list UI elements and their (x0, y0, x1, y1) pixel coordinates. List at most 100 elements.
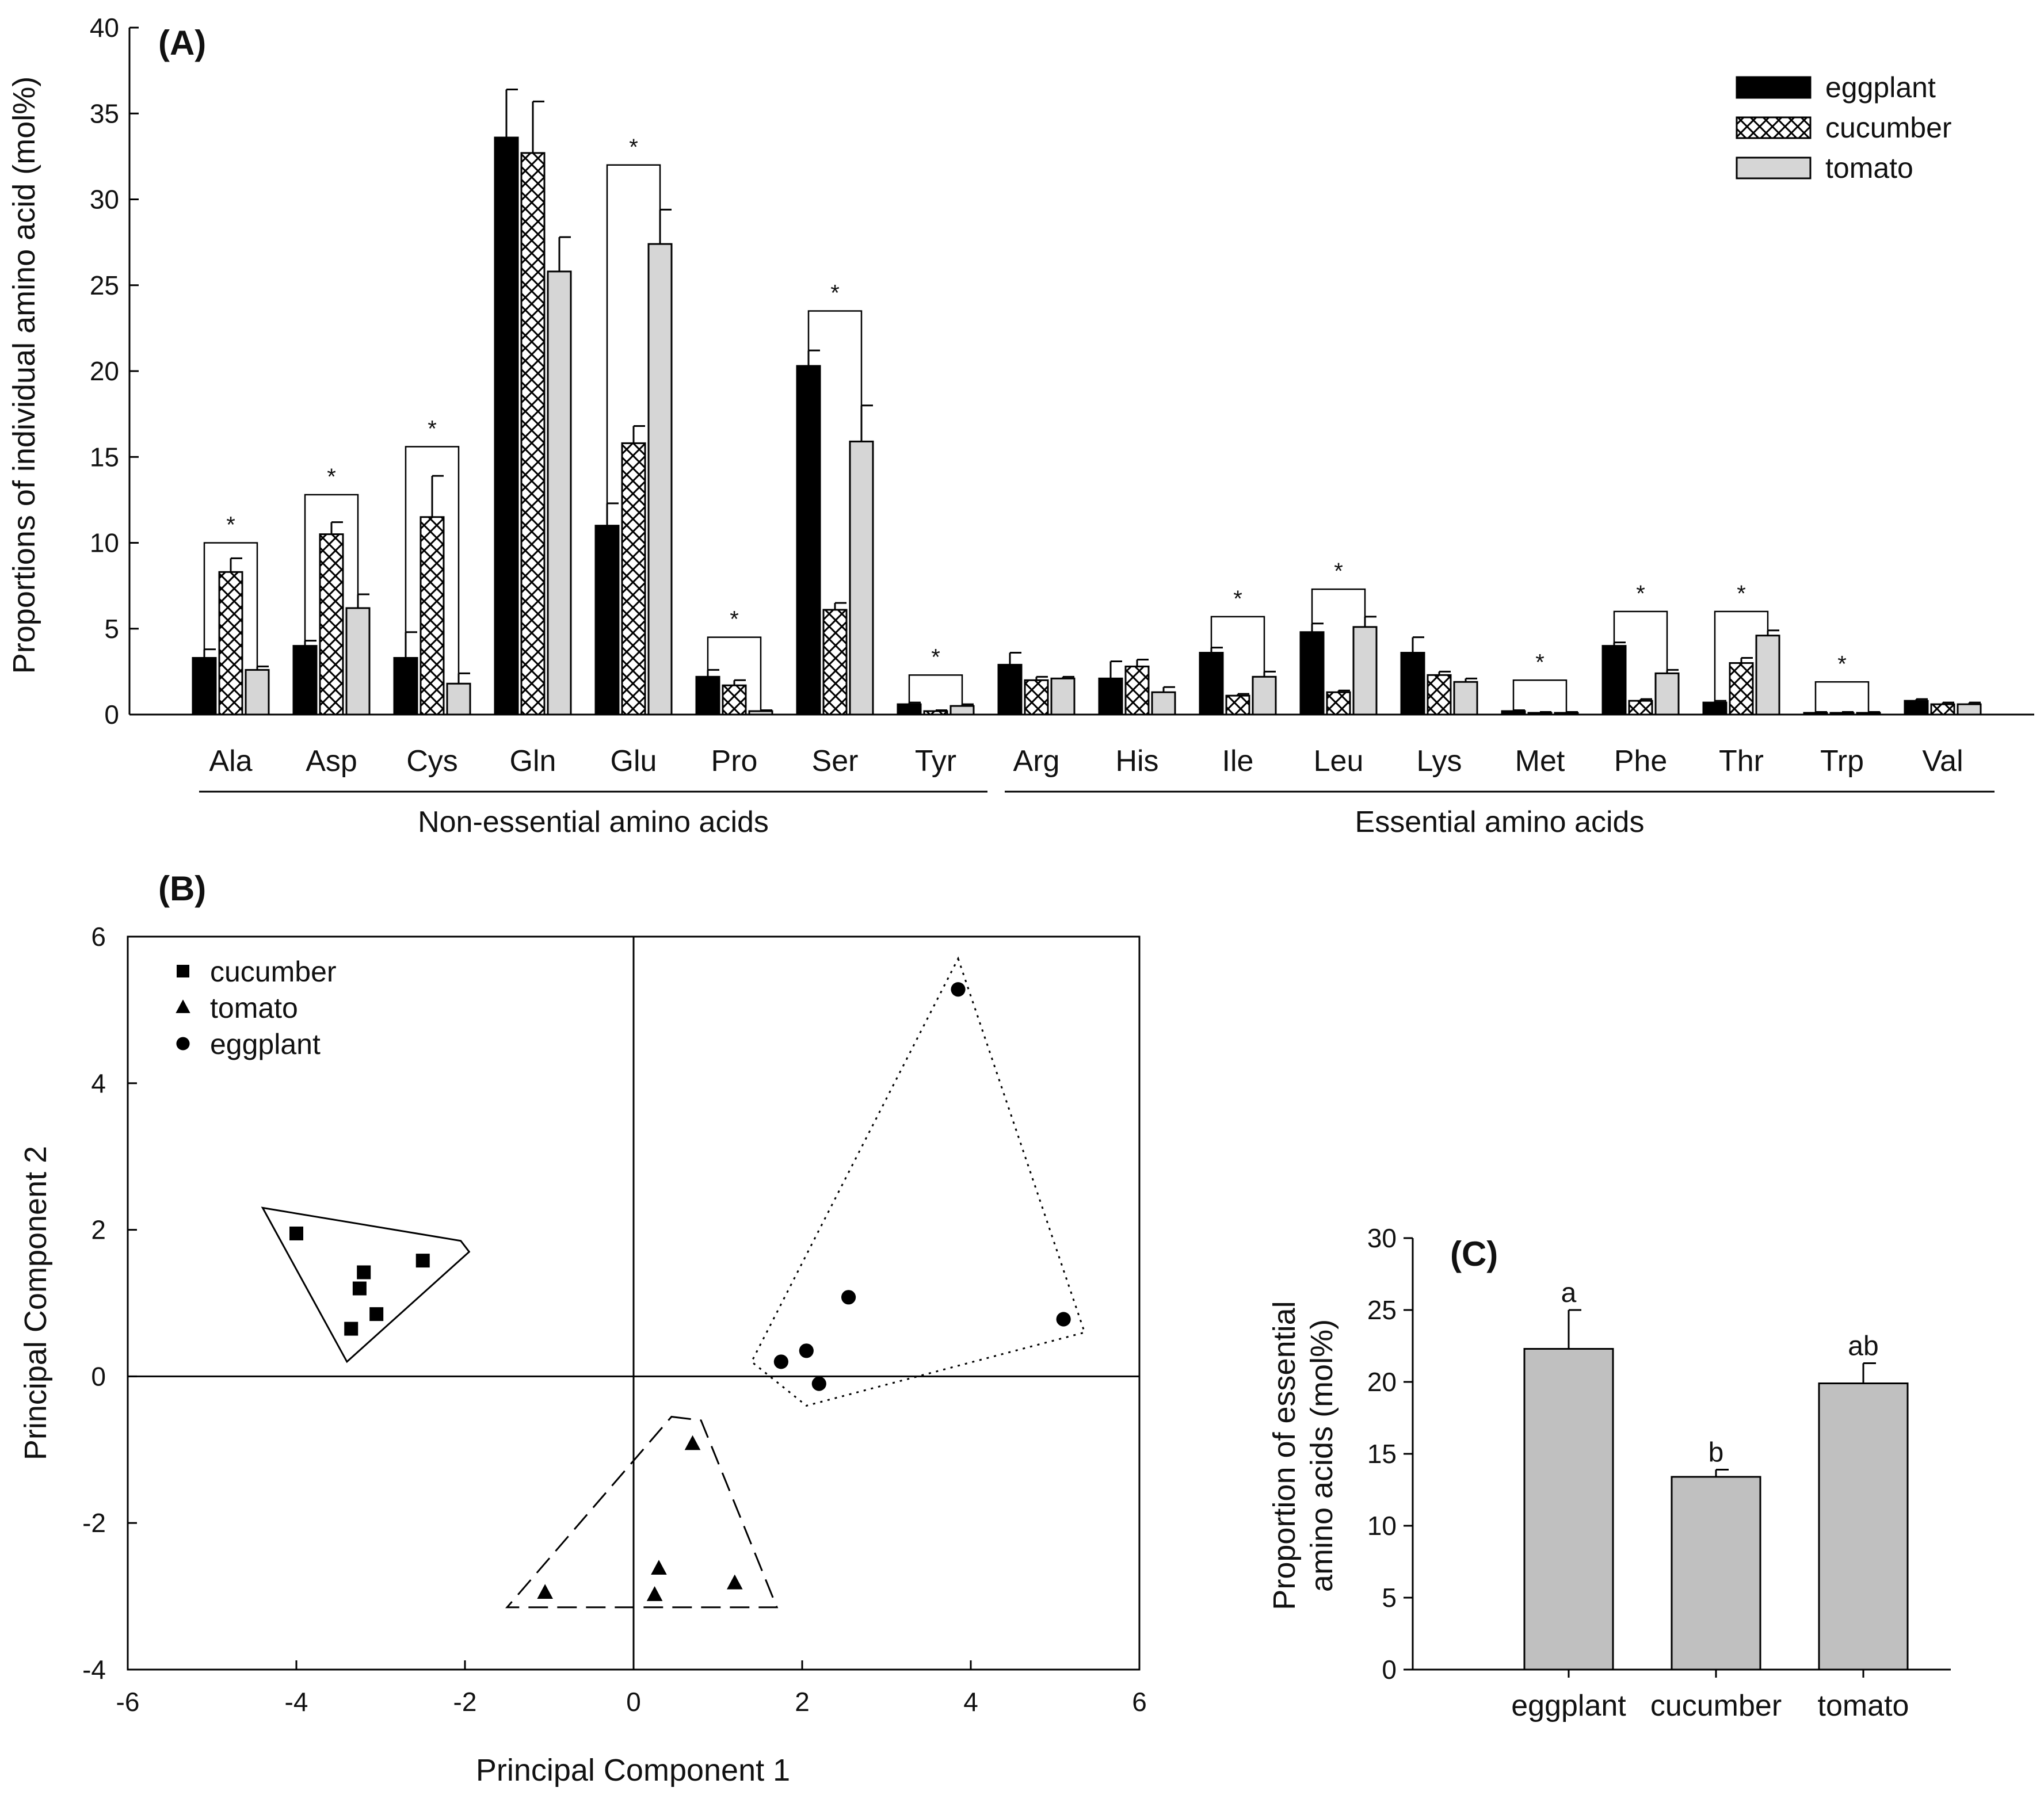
bar-tomato-ile (1252, 675, 1277, 716)
bar-tomato-leu (1352, 626, 1378, 716)
panel-c-bar-eggplant (1523, 1348, 1614, 1671)
significance-bracket-asp (304, 494, 359, 641)
bar-eggplant-arg (997, 663, 1023, 716)
bar-eggplant-ala (192, 656, 217, 716)
bar-cucumber-glu (621, 442, 646, 716)
bar-cucumber-arg (1024, 679, 1049, 716)
panel-a-y-tick-label: 35 (90, 98, 119, 128)
bar-cucumber-his (1124, 665, 1150, 716)
panel-a-legend: eggplant cucumber tomato (1736, 71, 1952, 184)
significance-star-thr: * (1737, 581, 1746, 606)
category-label-lys: Lys (1417, 744, 1462, 778)
panel-b-x-tick-label: -4 (285, 1687, 308, 1717)
panel-c-y-axis-title-line2: amino acids (mol%) (1305, 1319, 1339, 1592)
significance-bracket-ile (1210, 616, 1265, 672)
panel-c-bars: a eggplant b cucumber ab tomato (1511, 1278, 1909, 1723)
panel-c-category-label-tomato: tomato (1818, 1689, 1909, 1723)
panel-c-letter-tomato: ab (1848, 1331, 1878, 1362)
bar-eggplant-lys (1400, 652, 1425, 716)
bar-cucumber-ser (822, 609, 848, 716)
significance-star-leu: * (1334, 559, 1343, 584)
panel-c-y-tick-label: 5 (1382, 1583, 1397, 1613)
point-tomato-3 (727, 1574, 743, 1590)
significance-star-met: * (1535, 650, 1545, 675)
point-cucumber-5 (344, 1322, 359, 1336)
bar-eggplant-leu (1299, 631, 1325, 716)
category-label-cys: Cys (406, 744, 458, 778)
significance-bracket-cys (405, 446, 460, 674)
panel-b-x-axis-title: Principal Component 1 (476, 1753, 790, 1788)
significance-star-tyr: * (931, 644, 940, 670)
category-label-tyr: Tyr (915, 744, 956, 778)
bar-tomato-his (1151, 691, 1176, 716)
bar-cucumber-val (1930, 703, 1955, 716)
category-label-met: Met (1515, 744, 1565, 778)
panel-b-y-tick-label: 0 (91, 1361, 106, 1391)
panel-a-y-axis-title: Proportions of individual amino acid (mo… (7, 77, 41, 674)
legend-label-cucumber: cucumber (210, 956, 337, 988)
bar-eggplant-gln (494, 136, 519, 716)
legend-swatch-cucumber (1736, 116, 1812, 139)
panel-c-bar-tomato (1818, 1382, 1909, 1671)
legend-marker-cucumber (177, 965, 189, 977)
significance-star-glu: * (629, 135, 638, 160)
significance-star-ser: * (830, 281, 840, 306)
category-label-leu: Leu (1314, 744, 1364, 778)
bar-eggplant-cys (393, 656, 418, 716)
category-label-trp: Trp (1820, 744, 1864, 778)
category-label-arg: Arg (1013, 744, 1060, 778)
panel-c-y-tick-label: 30 (1367, 1223, 1397, 1253)
bar-cucumber-phe (1628, 700, 1653, 716)
bar-tomato-thr (1755, 635, 1780, 716)
panel-a-group-labels: Non-essential amino acids Essential amino… (199, 790, 1995, 839)
significance-star-asp: * (327, 464, 336, 490)
panel-a-y-tick-label: 30 (90, 185, 119, 215)
panel-b-y-axis-title: Principal Component 2 (18, 1146, 53, 1460)
panel-a-y-tick-label: 20 (90, 356, 119, 386)
category-label-gln: Gln (510, 744, 556, 778)
panel-a-y-tick-label: 0 (104, 700, 119, 730)
significance-bracket-met (1512, 679, 1568, 712)
bar-tomato-trp (1856, 712, 1881, 716)
hull-eggplant (750, 956, 1086, 1407)
bar-eggplant-his (1098, 677, 1123, 716)
bar-cucumber-asp (319, 533, 344, 716)
significance-star-ile: * (1233, 586, 1242, 612)
panel-b-label: (B) (158, 869, 206, 908)
category-label-glu: Glu (611, 744, 657, 778)
panel-a-y-tick-label: 25 (90, 270, 119, 300)
point-tomato-2 (646, 1586, 663, 1601)
bar-cucumber-tyr (923, 710, 948, 716)
bar-tomato-asp (345, 607, 371, 716)
point-tomato-0 (684, 1435, 701, 1450)
bar-cucumber-leu (1326, 691, 1351, 716)
significance-star-pro: * (730, 607, 739, 632)
point-cucumber-0 (289, 1226, 303, 1240)
panel-b-y-tick-label: 4 (91, 1068, 106, 1098)
bar-eggplant-phe (1601, 645, 1627, 716)
panel-a-bars (192, 88, 1982, 716)
point-cucumber-1 (357, 1265, 371, 1280)
point-eggplant-2 (799, 1343, 814, 1358)
panel-a-y-tick-label: 15 (90, 442, 119, 472)
point-eggplant-3 (773, 1354, 788, 1369)
bar-tomato-met (1554, 712, 1579, 716)
bar-eggplant-tyr (897, 703, 922, 716)
significance-bracket-ala (203, 542, 258, 667)
category-label-asp: Asp (306, 744, 357, 778)
panel-b-x-tick-label: 4 (963, 1687, 978, 1717)
bar-eggplant-thr (1702, 701, 1728, 716)
point-eggplant-4 (811, 1376, 826, 1391)
significance-bracket-pro (707, 636, 762, 711)
panel-c-y-tick-label: 25 (1367, 1295, 1397, 1325)
bar-cucumber-pro (722, 684, 747, 716)
panel-a-label: (A) (158, 24, 206, 62)
bar-eggplant-pro (695, 675, 720, 716)
panel-c-y-tick-label: 10 (1367, 1511, 1397, 1541)
bar-tomato-arg (1050, 677, 1076, 716)
panel-b-x-tick-label: 2 (795, 1687, 810, 1717)
bar-cucumber-cys (420, 516, 445, 716)
bar-eggplant-asp (292, 645, 318, 716)
panel-a-y-tick-label: 40 (90, 13, 119, 43)
